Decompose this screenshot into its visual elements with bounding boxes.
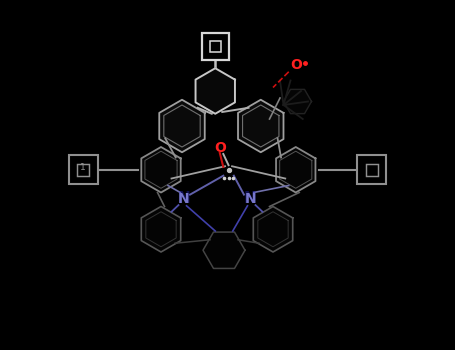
Text: O: O — [214, 141, 226, 155]
Point — [221, 175, 228, 181]
Polygon shape — [196, 68, 235, 114]
Polygon shape — [253, 206, 293, 252]
Polygon shape — [238, 100, 283, 152]
Polygon shape — [243, 105, 279, 147]
Polygon shape — [146, 212, 176, 247]
Text: O: O — [290, 58, 302, 72]
Point — [225, 168, 232, 173]
Polygon shape — [203, 232, 245, 268]
Point — [229, 175, 237, 181]
Text: N: N — [177, 191, 190, 206]
Polygon shape — [142, 147, 181, 193]
Text: 1: 1 — [81, 163, 86, 173]
Text: N: N — [178, 192, 190, 206]
Polygon shape — [258, 212, 288, 247]
Polygon shape — [145, 151, 177, 188]
Polygon shape — [276, 147, 315, 193]
Text: N: N — [244, 192, 256, 206]
Bar — [202, 33, 228, 60]
Text: N: N — [244, 191, 257, 206]
Polygon shape — [283, 89, 312, 114]
Polygon shape — [280, 151, 312, 188]
Bar — [357, 155, 386, 184]
Polygon shape — [164, 105, 200, 147]
Bar — [77, 163, 90, 176]
Point — [225, 175, 232, 181]
Polygon shape — [142, 206, 181, 252]
Bar — [69, 155, 98, 184]
Polygon shape — [159, 100, 205, 152]
Bar — [365, 163, 378, 176]
Bar — [210, 41, 221, 52]
